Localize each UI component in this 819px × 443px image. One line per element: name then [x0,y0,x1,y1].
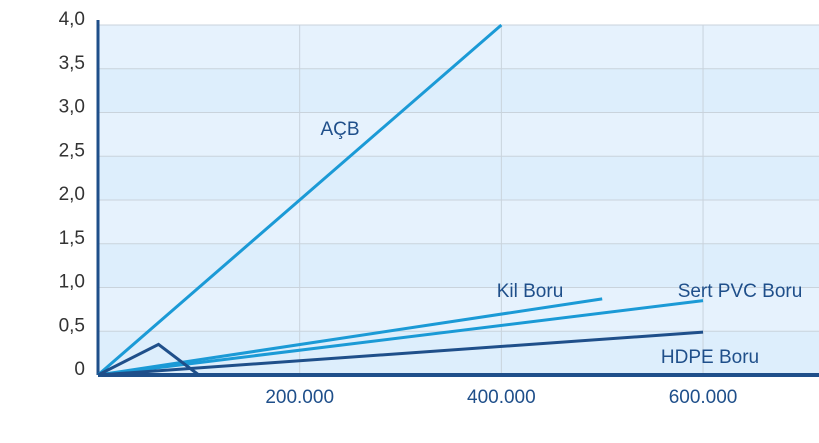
y-tick-label: 2,0 [59,184,85,205]
plot-band [98,156,819,200]
series-label: HDPE Boru [661,347,759,368]
x-tick-label: 400.000 [467,387,536,408]
plot-band [98,287,819,332]
line [97,23,503,377]
line [97,342,200,377]
line [97,330,704,377]
series-label: Kil Boru [497,281,564,302]
x-tick-label: 200.000 [265,387,334,408]
plot-band [98,243,819,288]
y-tick-label: 0 [74,359,85,380]
y-tick-label: 4,0 [59,9,85,30]
y-tick-label: 3,0 [59,97,85,118]
series-label: AÇB [320,119,359,140]
x-tick-label: 600.000 [669,387,738,408]
plot-band [98,200,819,244]
y-tick-label: 1,0 [59,272,85,293]
y-tick-label: 1,5 [59,228,85,249]
plot-band [98,112,819,157]
plot-band [98,68,819,113]
y-tick-label: 0,5 [59,315,85,336]
series-label: Sert PVC Boru [678,281,803,302]
y-tick-label: 2,5 [59,140,85,161]
y-tick-label: 3,5 [59,53,85,74]
line [97,299,704,377]
